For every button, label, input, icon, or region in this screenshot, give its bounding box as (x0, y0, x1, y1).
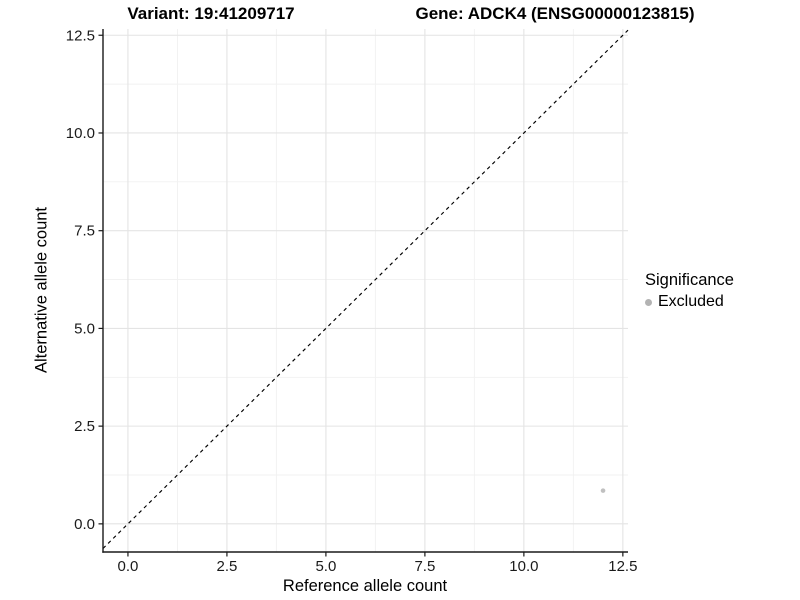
y-tick-label: 2.5 (74, 418, 95, 435)
y-tick-label: 5.0 (74, 320, 95, 337)
x-tick-label: 5.0 (315, 558, 336, 575)
y-tick-label: 7.5 (74, 223, 95, 240)
y-tick-label: 0.0 (74, 516, 95, 533)
gene-title: Gene: ADCK4 (ENSG00000123815) (415, 4, 695, 23)
legend-entry: Excluded (645, 293, 734, 311)
x-tick-label: 10.0 (509, 558, 538, 575)
legend-key-dot-icon (645, 298, 652, 306)
variant-title: Variant: 19:41209717 (127, 4, 295, 23)
y-axis-title: Alternative allele count (32, 206, 51, 374)
x-tick-label: 7.5 (414, 558, 435, 575)
legend: Significance Excluded (645, 271, 734, 311)
identity-line (102, 29, 629, 549)
x-axis-title: Reference allele count (282, 577, 448, 595)
x-tick-label: 12.5 (608, 558, 637, 575)
x-tick-label: 0.0 (118, 558, 139, 575)
y-tick-label: 12.5 (66, 27, 95, 44)
legend-entries: Excluded (645, 293, 734, 311)
data-point (600, 488, 606, 493)
legend-entry-label: Excluded (658, 293, 724, 310)
y-tick-label: 10.0 (66, 125, 95, 142)
legend-title: Significance (645, 271, 734, 289)
x-tick-label: 2.5 (216, 558, 237, 575)
